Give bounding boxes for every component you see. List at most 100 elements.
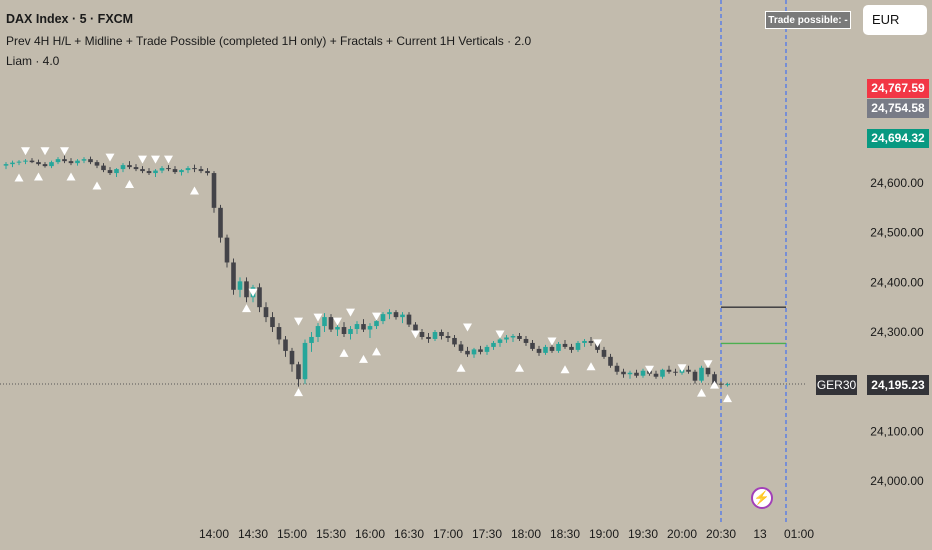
y-tick-label: 24,500.00: [870, 226, 924, 240]
candle: [582, 338, 587, 347]
candle: [36, 159, 41, 166]
candle: [75, 159, 80, 166]
candle: [3, 162, 9, 170]
fractal-high-marker: [593, 339, 602, 348]
prev-4h-levels: [721, 306, 786, 345]
candle: [640, 368, 646, 378]
x-tick-label: 01:00: [784, 527, 814, 541]
candle: [400, 312, 405, 324]
candle: [244, 277, 249, 303]
currency-selector[interactable]: EUR: [863, 5, 927, 35]
hour-vertical-lines: [720, 0, 787, 522]
candle: [296, 361, 301, 387]
fractal-low-marker: [560, 365, 570, 374]
candle: [302, 339, 308, 385]
indicator-legend-1[interactable]: Prev 4H H/L + Midline + Trade Possible (…: [6, 34, 532, 48]
price-tag-gray: 24,754.58: [867, 99, 929, 118]
candle: [10, 160, 15, 168]
candle: [465, 346, 470, 357]
candle: [289, 347, 295, 372]
candle: [218, 204, 223, 243]
x-tick-label: 15:00: [277, 527, 307, 541]
candle: [341, 322, 347, 337]
y-tick-label: 24,300.00: [870, 325, 924, 339]
candle: [367, 323, 373, 338]
candle: [556, 341, 561, 353]
candle: [179, 169, 184, 176]
symbol-tag: GER30: [816, 375, 857, 395]
candle: [101, 163, 106, 173]
candles: [3, 155, 730, 388]
fractal-high-marker: [164, 155, 173, 164]
candle: [523, 335, 529, 346]
candle: [419, 329, 425, 340]
candle: [621, 368, 626, 378]
chart-title[interactable]: DAX Index · 5 · FXCM: [6, 12, 134, 26]
fractal-low-marker: [14, 173, 24, 182]
x-tick-label: 18:00: [511, 527, 541, 541]
candle: [237, 277, 243, 298]
candle: [88, 156, 93, 165]
fractal-low-marker: [586, 362, 596, 371]
candle: [686, 365, 691, 374]
candle: [348, 326, 353, 340]
candle: [185, 166, 191, 174]
candle: [452, 334, 457, 347]
candle: [153, 169, 158, 178]
candle: [140, 166, 145, 174]
fractal-low-marker: [66, 172, 76, 181]
candle: [439, 329, 444, 340]
candle: [192, 164, 197, 173]
fractal-low-marker: [125, 179, 134, 188]
fractal-low-marker: [34, 172, 43, 181]
x-tick-label: 16:30: [394, 527, 424, 541]
candle: [458, 340, 464, 353]
candle: [653, 370, 659, 379]
candle: [445, 332, 451, 342]
last-price-tag: 24,195.23: [867, 375, 929, 395]
fractal-high-marker: [151, 155, 160, 164]
candle: [393, 310, 399, 320]
candle: [42, 162, 48, 168]
candle: [634, 369, 639, 378]
candle: [588, 336, 594, 346]
x-tick-label: 14:00: [199, 527, 229, 541]
fractal-low-marker: [92, 181, 102, 190]
y-tick-label: 24,400.00: [870, 275, 924, 289]
candle: [29, 158, 35, 164]
candle: [159, 166, 165, 174]
fractal-low-marker: [242, 304, 251, 313]
candle: [406, 312, 412, 328]
indicator-legend-2[interactable]: Liam · 4.0: [6, 54, 60, 68]
fractal-high-marker: [248, 288, 258, 297]
candle: [504, 334, 509, 343]
x-tick-label: 15:30: [316, 527, 346, 541]
lightning-icon[interactable]: ⚡: [751, 487, 773, 509]
fractal-high-marker: [294, 317, 303, 326]
candle: [81, 157, 87, 164]
candle: [276, 323, 282, 345]
candle: [699, 365, 704, 383]
candle: [107, 167, 113, 176]
fractal-low-marker: [190, 186, 199, 195]
fractal-high-marker: [105, 153, 115, 162]
candle: [387, 309, 392, 320]
candle: [315, 323, 321, 342]
candle: [127, 161, 132, 170]
candle: [257, 283, 262, 313]
fractal-low-marker: [515, 363, 524, 372]
candle: [725, 382, 730, 387]
fractal-high-marker: [495, 330, 505, 339]
candle: [172, 166, 178, 175]
candle: [94, 160, 100, 169]
y-tick-label: 24,100.00: [870, 424, 924, 438]
fractal-high-marker: [333, 317, 342, 326]
candle: [263, 302, 269, 323]
candle: [718, 381, 724, 388]
candle: [166, 165, 171, 172]
fractal-high-marker: [463, 323, 472, 332]
x-tick-label: 20:00: [667, 527, 697, 541]
price-tag-green: 24,694.32: [867, 129, 929, 148]
candle: [627, 370, 633, 379]
